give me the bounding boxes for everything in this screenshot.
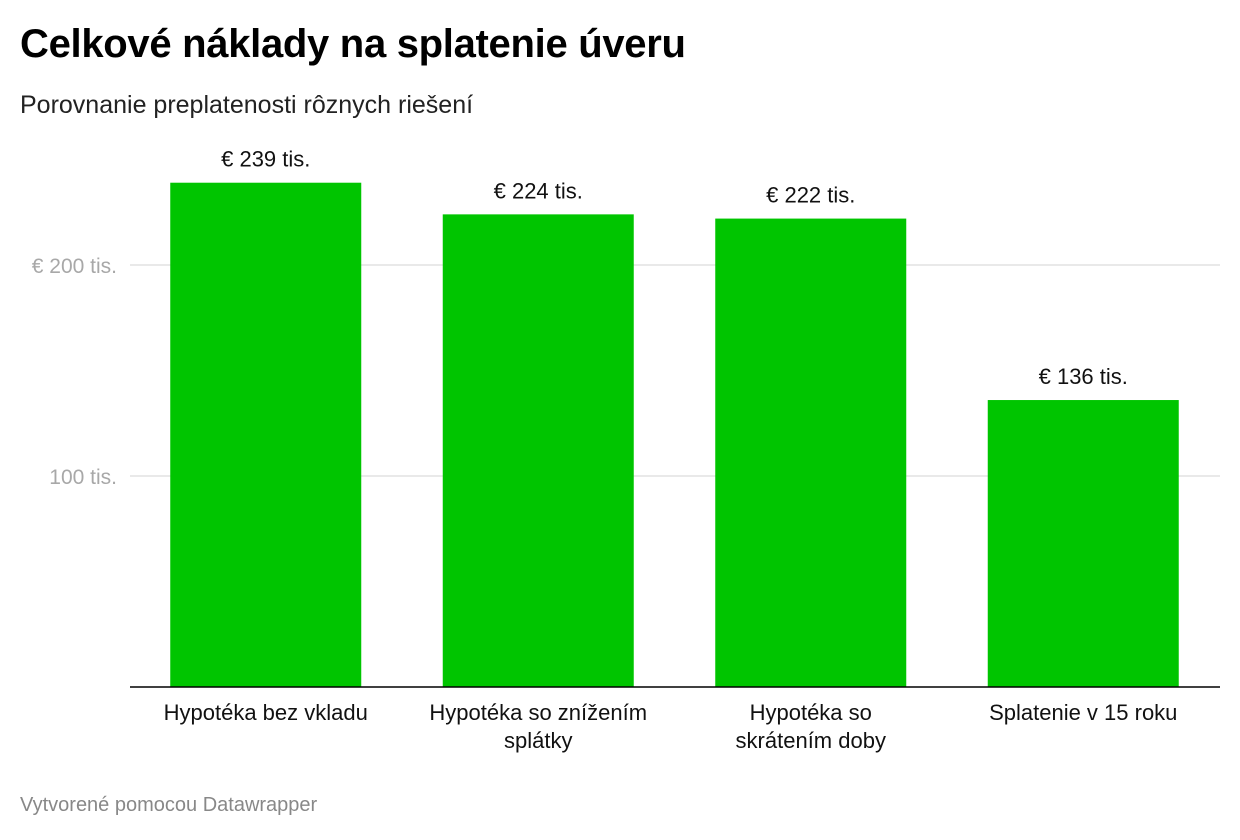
- bar: [170, 182, 362, 687]
- bars: [170, 182, 1179, 688]
- bar-value-label: € 136 tis.: [1039, 364, 1128, 389]
- bar-value-label: € 224 tis.: [494, 178, 583, 203]
- category-label: splátky: [504, 728, 572, 753]
- bar: [442, 214, 634, 688]
- category-label: Hypotéka bez vkladu: [164, 700, 368, 725]
- bar: [987, 400, 1179, 687]
- bar: [715, 218, 907, 687]
- footer-credit: Vytvorené pomocou Datawrapper: [20, 794, 318, 816]
- category-label: Hypotéka so: [750, 700, 872, 725]
- chart-subtitle: Porovnanie preplatenosti rôznych riešení: [20, 91, 474, 119]
- bar-value-label: € 239 tis.: [221, 147, 310, 172]
- bar-value-label: € 222 tis.: [766, 183, 855, 208]
- category-label: Hypotéka so znížením: [429, 700, 647, 725]
- y-tick-label: 100 tis.: [49, 466, 117, 489]
- y-tick-label: € 200 tis.: [32, 255, 117, 278]
- value-labels: € 239 tis. € 224 tis. € 222 tis. € 136 tis.: [221, 147, 1128, 389]
- category-label: Splatenie v 15 roku: [989, 700, 1177, 725]
- category-labels: Hypotéka bez vkladu Hypotéka so znížením s…: [164, 700, 1178, 753]
- chart-title: Celkové náklady na splatenie úveru: [20, 22, 686, 66]
- category-label: skrátením doby: [736, 728, 886, 753]
